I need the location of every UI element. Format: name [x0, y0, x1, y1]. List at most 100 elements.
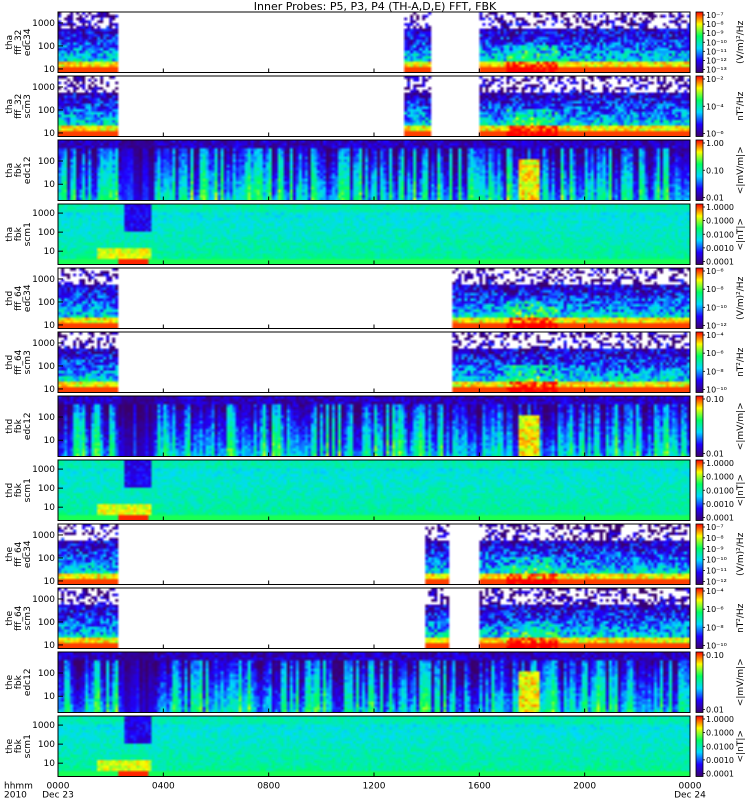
- colorbar-tick-label: 0.0010: [706, 500, 734, 509]
- colorbar-tick-label: 10⁻⁷: [706, 11, 724, 20]
- colorbar-tick-label: 10⁻⁴: [706, 331, 724, 340]
- y-tick-label: 10: [44, 692, 56, 702]
- spectrogram-image: [58, 460, 690, 521]
- y-axis-label: fff_64: [14, 285, 24, 311]
- spectrogram-image: [58, 716, 690, 777]
- colorbar: [695, 523, 704, 585]
- colorbar: [695, 459, 704, 521]
- y-axis-label: fbk: [14, 674, 24, 689]
- spectrogram-image: [58, 652, 690, 713]
- y-tick-label: 1000: [32, 339, 55, 349]
- colorbar-tick-label: 0.0001: [706, 258, 734, 267]
- y-axis-label: fbk: [14, 418, 24, 433]
- y-axis-label: scm3: [23, 606, 33, 630]
- colorbar-tick-label: 10⁻¹³: [706, 66, 727, 75]
- colorbar-label: <|mV/m|>: [736, 146, 746, 194]
- x-tick-label: 0000: [679, 782, 702, 792]
- spectrogram-image: [58, 204, 690, 265]
- colorbar-label: nT²/Hz: [736, 91, 746, 121]
- colorbar-tick-label: 10⁻⁸: [706, 367, 724, 376]
- x-tick-label: 0400: [152, 782, 175, 792]
- y-axis-label: edc34: [23, 28, 33, 56]
- colorbar-tick-label: 0.10: [706, 395, 724, 404]
- colorbar-tick-label: 10⁻⁹: [706, 29, 724, 38]
- y-axis-label: fff_32: [14, 30, 24, 55]
- y-tick-label: 10: [44, 759, 56, 769]
- y-axis-label: scm3: [23, 350, 33, 374]
- y-axis-label: scm1: [23, 222, 33, 246]
- x-tick-label: 1200: [363, 782, 386, 792]
- y-axis-label: tha: [5, 163, 15, 178]
- y-tick-label: 100: [38, 669, 55, 679]
- colorbar-tick-label: 10⁻¹¹: [706, 47, 727, 56]
- colorbar-tick-label: 1.0000: [706, 203, 734, 212]
- y-tick-label: 10: [44, 247, 56, 257]
- y-axis-label: the: [5, 674, 15, 689]
- colorbar-label: <|nT|>: [736, 474, 746, 506]
- y-tick-label: 100: [38, 228, 55, 238]
- colorbar-tick-label: 10⁻⁴: [706, 102, 724, 111]
- colorbar-tick-label: 0.01: [706, 450, 724, 459]
- y-tick-label: 10: [44, 503, 56, 513]
- colorbar-tick-label: 10⁻⁸: [706, 534, 724, 543]
- y-axis-label: edc12: [23, 668, 33, 696]
- colorbar: [695, 651, 704, 713]
- colorbar-tick-label: 10⁻¹²: [706, 578, 727, 587]
- colorbar-tick-label: 0.10: [706, 651, 724, 660]
- y-tick-label: 100: [38, 42, 55, 52]
- y-tick-label: 100: [38, 157, 55, 167]
- colorbar-tick-label: 10⁻¹²: [706, 56, 727, 65]
- colorbar-tick-label: 1.0000: [706, 459, 734, 468]
- colorbar-label: nT²/Hz: [736, 347, 746, 377]
- colorbar-tick-label: 0.0001: [706, 514, 734, 523]
- y-axis-label: thd: [5, 483, 15, 498]
- y-tick-label: 10: [44, 321, 56, 331]
- colorbar-tick-label: 10⁻¹⁰: [706, 642, 727, 651]
- colorbar-tick-label: 10⁻⁶: [706, 267, 724, 276]
- colorbar-tick-label: 10⁻¹¹: [706, 567, 727, 576]
- y-tick-label: 100: [38, 740, 55, 750]
- y-axis-label: thd: [5, 419, 15, 434]
- colorbar-tick-label: 1.00: [706, 139, 724, 148]
- colorbar-tick-label: 1.0000: [706, 715, 734, 724]
- colorbar-tick-label: 0.10: [706, 166, 724, 175]
- spectrogram-image: [58, 268, 690, 329]
- y-tick-label: 1000: [32, 209, 55, 219]
- colorbar: [695, 75, 704, 137]
- colorbar-label: <|mV/m|>: [736, 658, 746, 706]
- colorbar: [695, 331, 704, 393]
- colorbar-tick-label: 0.1000: [706, 217, 734, 226]
- spectrogram-image: [58, 12, 690, 73]
- y-tick-label: 10: [44, 180, 56, 190]
- y-axis-label: fff_64: [14, 349, 24, 375]
- colorbar-tick-label: 10⁻¹⁰: [706, 303, 727, 312]
- y-tick-label: 10: [44, 577, 56, 587]
- colorbar-tick-label: 10⁻⁸: [706, 285, 724, 294]
- y-tick-label: 100: [38, 362, 55, 372]
- y-axis-label: edc12: [23, 156, 33, 184]
- y-tick-label: 1000: [32, 595, 55, 605]
- y-tick-label: 1000: [32, 465, 55, 475]
- colorbar-label: (V/m)²/Hz: [736, 20, 746, 63]
- y-axis-label: thd: [5, 291, 15, 306]
- chart-title: Inner Probes: P5, P3, P4 (TH-A,D,E) FFT,…: [253, 0, 497, 13]
- colorbar: [695, 587, 704, 649]
- x-tick-label: 0800: [257, 782, 280, 792]
- colorbar-tick-label: 0.01: [706, 194, 724, 203]
- y-axis-label: fbk: [14, 738, 24, 753]
- spectrogram-image: [58, 332, 690, 393]
- y-axis-label: the: [5, 610, 15, 625]
- y-axis-label: fff_64: [14, 605, 24, 631]
- colorbar: [695, 715, 704, 777]
- colorbar-tick-label: 10⁻¹⁰: [706, 38, 727, 47]
- y-tick-label: 1000: [32, 275, 55, 285]
- y-axis-label: tha: [5, 99, 15, 114]
- colorbar-tick-label: 10⁻⁸: [706, 623, 724, 632]
- spectrogram-image: [58, 140, 690, 201]
- spectrogram-image: [58, 588, 690, 649]
- colorbar-tick-label: 0.01: [706, 706, 724, 715]
- y-tick-label: 100: [38, 106, 55, 116]
- y-axis-label: fff_32: [14, 94, 24, 119]
- colorbar: [695, 203, 704, 265]
